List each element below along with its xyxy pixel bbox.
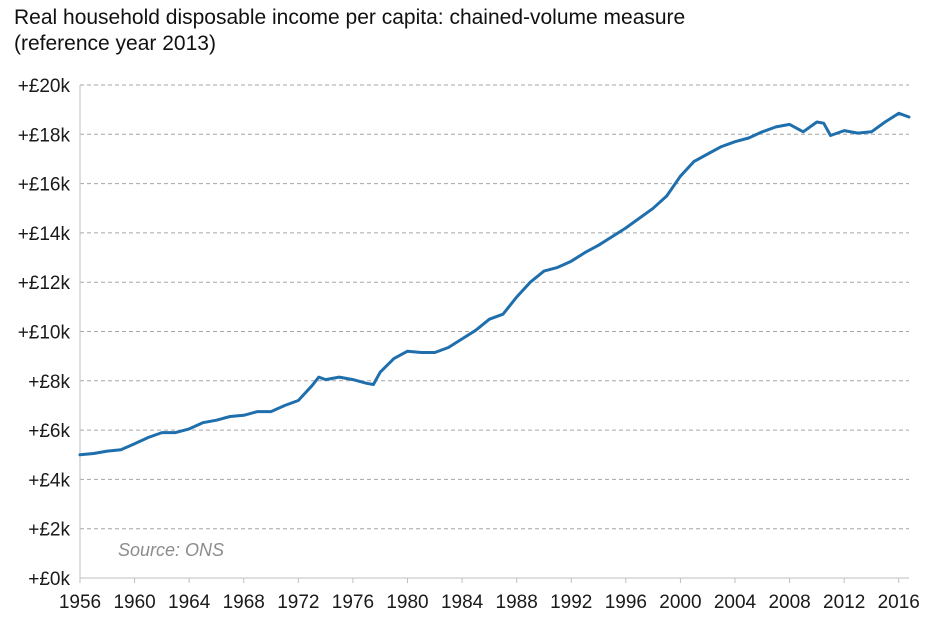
- chart-title-block: Real household disposable income per cap…: [14, 5, 914, 57]
- x-tick-label: 1980: [386, 592, 428, 613]
- y-tick-labels: +£0k +£2k +£4k +£6k +£8k +£10k +£12k +£14k +£16k…: [18, 76, 71, 590]
- y-tick-label: +£8k: [28, 372, 70, 393]
- y-tick-label: +£12k: [18, 273, 71, 294]
- x-tick-label: 2016: [878, 592, 920, 613]
- chart-title: Real household disposable income per cap…: [14, 6, 686, 29]
- x-tick-label: 1964: [168, 592, 211, 613]
- x-tick-label: 1992: [550, 592, 592, 613]
- y-tick-label: +£16k: [18, 175, 71, 196]
- x-tick-label: 2004: [714, 592, 757, 613]
- y-tick-label: +£14k: [18, 224, 71, 245]
- x-tick-label: 1988: [496, 592, 538, 613]
- series-line: [78, 111, 911, 457]
- x-tick-label: 1972: [277, 592, 319, 613]
- x-tick-labels: 1956 1960 1964 1968 1972 1976 1980 1984 1988 1992…: [59, 592, 920, 613]
- y-tick-label: +£0k: [28, 569, 70, 590]
- axes: [79, 85, 909, 583]
- source-label: Source: ONS: [118, 540, 224, 560]
- x-tick-label: 1996: [605, 592, 647, 613]
- x-tick-label: 1968: [223, 592, 265, 613]
- y-tick-label: +£18k: [18, 125, 71, 146]
- x-tick-label: 2000: [659, 592, 701, 613]
- x-tick-label: 1984: [441, 592, 484, 613]
- x-tick-label: 1960: [113, 592, 155, 613]
- y-tick-label: +£6k: [28, 421, 70, 442]
- grid-lines: [80, 84, 909, 530]
- x-tick-label: 2008: [768, 592, 810, 613]
- chart-subtitle: (reference year 2013): [14, 32, 216, 55]
- series-layer: [78, 111, 911, 457]
- x-tick-label: 1956: [59, 592, 101, 613]
- y-tick-label: +£20k: [18, 76, 71, 97]
- y-tick-label: +£10k: [18, 323, 71, 344]
- x-tick-label: 2012: [823, 592, 865, 613]
- y-tick-label: +£4k: [28, 470, 70, 491]
- y-tick-label: +£2k: [28, 520, 70, 541]
- x-tick-label: 1976: [332, 592, 374, 613]
